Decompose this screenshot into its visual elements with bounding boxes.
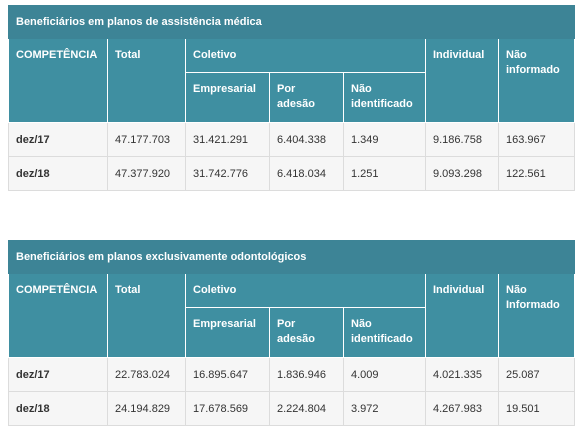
cell: 17.678.569	[185, 391, 270, 426]
column-header: Coletivo	[185, 273, 426, 308]
column-subheader: Empresarial	[185, 72, 270, 123]
title-row: Beneficiários em planos de assistência m…	[8, 5, 575, 39]
cell: 1.251	[343, 156, 426, 191]
cell: 4.009	[343, 357, 426, 392]
cell: 24.194.829	[107, 391, 186, 426]
table-block: Beneficiários em planos de assistência m…	[8, 5, 575, 191]
data-row: dez/17 47.177.703 31.421.291 6.404.338 1.349…	[8, 122, 575, 157]
column-header: Total	[107, 273, 186, 358]
cell: 163.967	[498, 122, 575, 157]
cell: 2.224.804	[269, 391, 344, 426]
cell: 47.377.920	[107, 156, 186, 191]
row-label: dez/17	[8, 122, 108, 157]
data-row: dez/17 22.783.024 16.895.647 1.836.946 4.009…	[8, 357, 576, 392]
subheader-row: Empresarial Por adesão Não identificado	[9, 72, 575, 123]
data-table: Beneficiários em planos de assistência m…	[8, 5, 575, 191]
row-label: dez/18	[8, 391, 108, 426]
cell: 4.021.335	[425, 357, 499, 392]
column-header: COMPETÊNCIA	[8, 38, 108, 123]
column-subheader: Não identificado	[343, 307, 426, 358]
column-subheader: Empresarial	[185, 307, 270, 358]
cell: 16.895.647	[185, 357, 270, 392]
header-row: COMPETÊNCIA Total Coletivo Individual Não In…	[8, 273, 576, 358]
cell: 9.186.758	[425, 122, 499, 157]
row-label: dez/17	[8, 357, 108, 392]
column-subheader: Por adesão	[269, 307, 344, 358]
column-subheader: Não identificado	[343, 72, 426, 123]
column-header: Individual	[425, 38, 499, 123]
cell: 19.501	[497, 391, 576, 426]
table-block: Beneficiários em planos exclusivamente o…	[7, 240, 576, 426]
cell: 6.418.034	[269, 156, 344, 191]
column-header: Individual	[425, 273, 499, 358]
data-row: dez/18 47.377.920 31.742.776 6.418.034 1.251…	[8, 156, 575, 191]
cell: 31.742.776	[185, 156, 270, 191]
cell: 6.404.338	[269, 122, 344, 157]
cell: 31.421.291	[185, 122, 270, 157]
subheader-row: Empresarial Por adesão Não identificado	[9, 307, 575, 358]
column-header: Não Informado	[497, 273, 576, 358]
column-subheader: Por adesão	[269, 72, 344, 123]
cell: 9.093.298	[425, 156, 499, 191]
column-header: Coletivo	[185, 38, 426, 73]
cell: 1.349	[343, 122, 426, 157]
column-header: Não informado	[498, 38, 575, 123]
cell: 25.087	[497, 357, 576, 392]
header-row: COMPETÊNCIA Total Coletivo Individual Não in…	[8, 38, 575, 123]
cell: 4.267.983	[425, 391, 499, 426]
cell: 1.836.946	[269, 357, 344, 392]
column-header: Total	[107, 38, 186, 123]
table-title: Beneficiários em planos exclusivamente o…	[7, 240, 576, 274]
data-table: Beneficiários em planos exclusivamente o…	[7, 240, 576, 426]
cell: 22.783.024	[107, 357, 186, 392]
cell: 3.972	[343, 391, 426, 426]
title-row: Beneficiários em planos exclusivamente o…	[7, 240, 576, 274]
cell: 122.561	[498, 156, 575, 191]
row-label: dez/18	[8, 156, 108, 191]
column-header: COMPETÊNCIA	[8, 273, 108, 358]
cell: 47.177.703	[107, 122, 186, 157]
data-row: dez/18 24.194.829 17.678.569 2.224.804 3.972…	[8, 391, 576, 426]
table-title: Beneficiários em planos de assistência m…	[8, 5, 575, 39]
